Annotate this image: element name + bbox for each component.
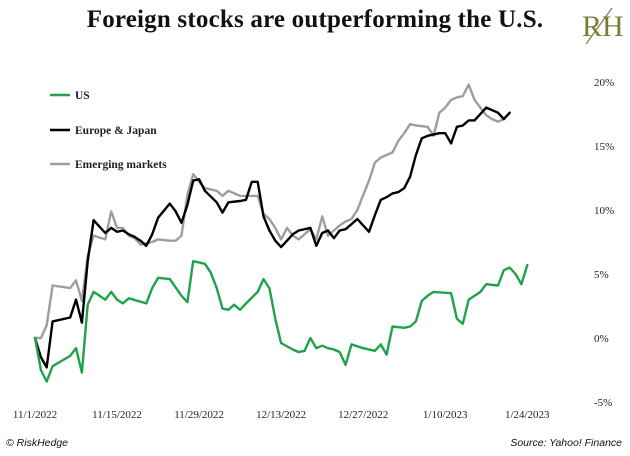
y-tick-label: 20% xyxy=(594,77,614,89)
chart-title: Foreign stocks are outperforming the U.S… xyxy=(86,6,544,33)
y-tick-label: 10% xyxy=(594,205,614,217)
series-line-us xyxy=(33,260,529,383)
x-tick-label: 11/1/2022 xyxy=(13,409,57,421)
x-axis: 11/1/2022 11/15/2022 11/29/2022 12/13/2022 1… xyxy=(13,409,550,421)
legend-item: Europe & Japan xyxy=(50,125,157,137)
riskhedge-logo-icon: RH xyxy=(582,7,624,45)
x-tick-label: 1/24/2023 xyxy=(505,409,550,421)
legend-item: US xyxy=(50,90,90,102)
x-tick-label: 11/15/2022 xyxy=(92,409,142,421)
x-tick-label: 12/27/2022 xyxy=(338,409,388,421)
series-lines xyxy=(33,83,529,383)
y-tick-label: -5% xyxy=(594,397,612,409)
series-line-europe-japan xyxy=(33,106,511,369)
x-tick-label: 12/13/2022 xyxy=(256,409,306,421)
series-line-emerging-markets xyxy=(33,83,505,340)
legend-label: Europe & Japan xyxy=(75,125,157,137)
legend-item: Emerging markets xyxy=(50,159,167,171)
legend-label: Emerging markets xyxy=(75,159,167,171)
source-label: Source: Yahoo! Finance xyxy=(510,437,622,449)
x-tick-label: 11/29/2022 xyxy=(174,409,224,421)
y-tick-label: 0% xyxy=(594,333,609,345)
legend-label: US xyxy=(75,90,90,102)
legend: US Europe & Japan Emerging markets xyxy=(50,90,167,171)
copyright-label: © RiskHedge xyxy=(6,437,69,449)
y-axis: 20% 15% 10% 5% 0% -5% xyxy=(594,77,614,409)
x-tick-label: 1/10/2023 xyxy=(423,409,468,421)
y-tick-label: 5% xyxy=(594,269,609,281)
y-tick-label: 15% xyxy=(594,141,614,153)
logo-text: RH xyxy=(582,10,624,43)
